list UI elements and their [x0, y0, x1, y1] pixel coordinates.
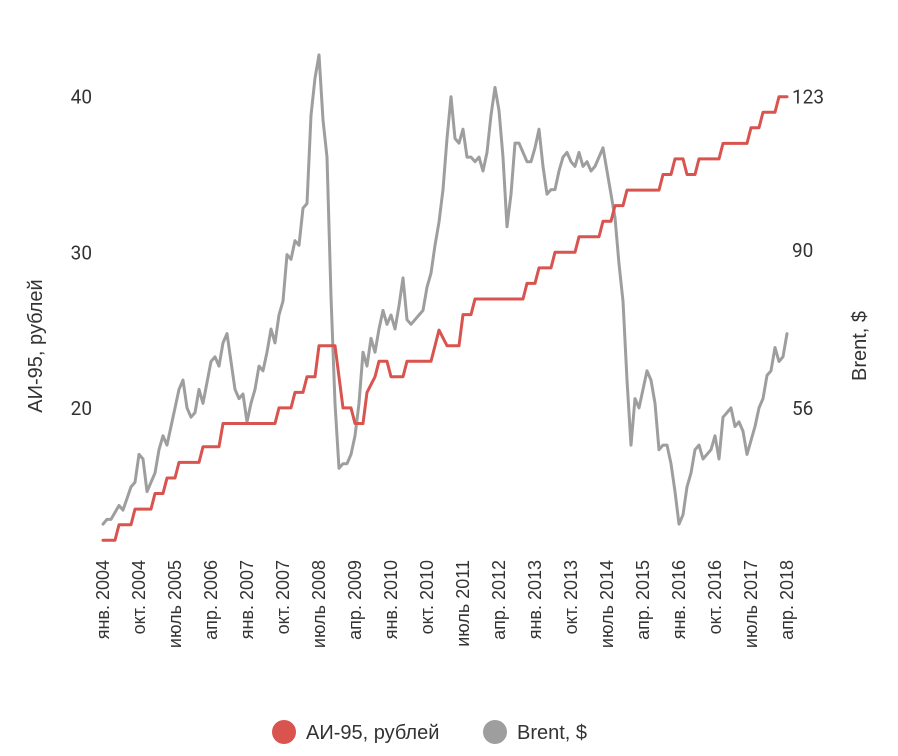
x-tick-label: окт. 2007: [273, 560, 293, 634]
left-axis-title: АИ-95, рублей: [25, 279, 47, 412]
right-axis-title: Brent, $: [849, 311, 871, 381]
x-tick-label: янв. 2013: [525, 560, 545, 639]
x-tick-label: апр. 2006: [201, 560, 221, 640]
legend-swatch-brent: [483, 720, 507, 744]
x-axis-ticks: янв. 2004 окт. 2004 июль 2005 апр. 2006 янв.…: [93, 560, 797, 648]
x-tick-label: окт. 2004: [129, 560, 149, 634]
legend-label-brent: Brent, $: [517, 722, 587, 744]
right-axis-ticks: 56 90 123: [792, 86, 824, 420]
x-tick-label: янв. 2010: [381, 560, 401, 639]
right-tick-label: 123: [792, 86, 824, 109]
x-tick-label: янв. 2007: [237, 560, 257, 639]
right-tick-label: 90: [792, 239, 813, 262]
x-tick-label: янв. 2004: [93, 560, 113, 639]
x-tick-label: окт. 2013: [561, 560, 581, 634]
series-line-ai95: [101, 95, 789, 542]
x-tick-label: апр. 2015: [633, 560, 653, 640]
x-tick-label: окт. 2016: [705, 560, 725, 634]
left-tick-label: 30: [71, 241, 92, 264]
x-tick-label: июль 2005: [165, 560, 185, 648]
x-tick-label: июль 2014: [597, 560, 617, 648]
x-tick-label: июль 2008: [309, 560, 329, 648]
legend: АИ-95, рублей Brent, $: [272, 720, 587, 744]
legend-swatch-ai95: [272, 720, 296, 744]
left-tick-label: 40: [71, 86, 92, 109]
x-tick-label: апр. 2012: [489, 560, 509, 640]
x-tick-label: июль 2011: [453, 560, 473, 647]
left-axis-ticks: 20 30 40: [71, 86, 92, 420]
plot-lines: [101, 53, 789, 542]
x-tick-label: июль 2017: [741, 560, 761, 648]
series-line-brent: [101, 53, 789, 526]
left-tick-label: 20: [71, 397, 92, 420]
x-tick-label: янв. 2016: [669, 560, 689, 639]
legend-label-ai95: АИ-95, рублей: [306, 722, 439, 744]
x-tick-label: апр. 2009: [345, 560, 365, 640]
x-tick-label: апр. 2018: [777, 560, 797, 640]
right-tick-label: 56: [792, 397, 813, 420]
x-tick-label: окт. 2010: [417, 560, 437, 634]
